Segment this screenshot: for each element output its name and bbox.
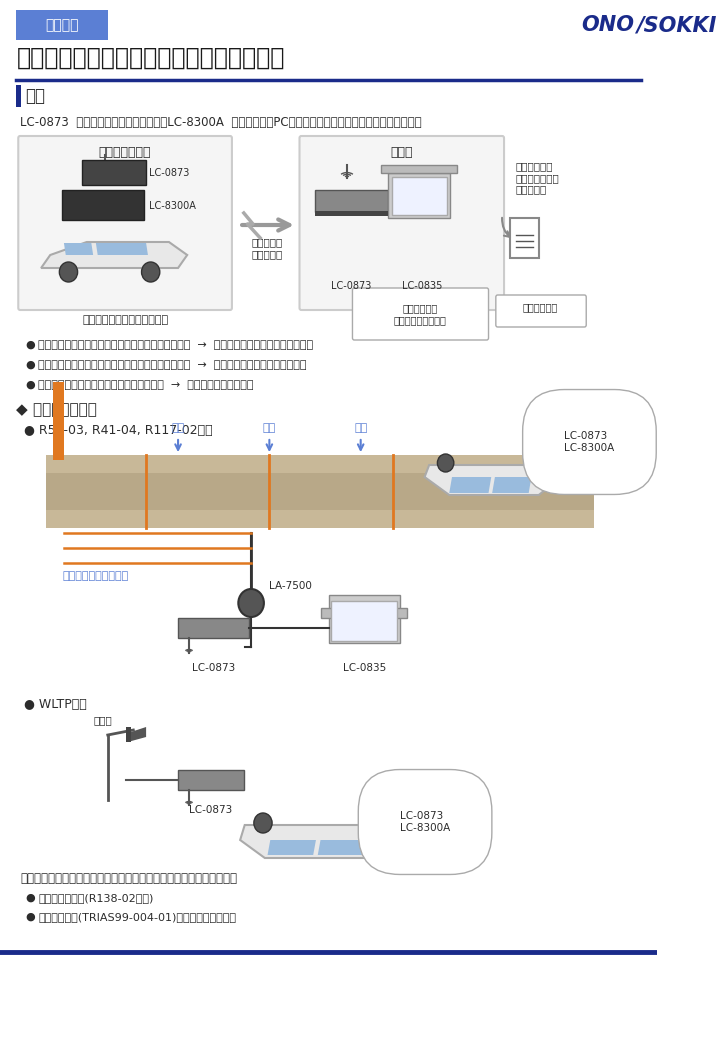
Text: 認証官などが
随時結果を確認可能: 認証官などが 随時結果を確認可能: [394, 304, 446, 324]
Text: 計測ごとに
結果を送信: 計測ごとに 結果を送信: [251, 237, 282, 259]
Bar: [510, 218, 539, 258]
Text: LC-0873: LC-0873: [149, 168, 189, 178]
Text: /SOKKI: /SOKKI: [636, 15, 717, 35]
Bar: [126, 727, 130, 742]
Polygon shape: [96, 243, 148, 255]
Circle shape: [437, 454, 454, 472]
Polygon shape: [318, 840, 368, 855]
Text: 計測ごとに車外のパソコンに無線で計測結果を送信  →  試験車からのデータの回収が不要: 計測ごとに車外のパソコンに無線で計測結果を送信 → 試験車からのデータの回収が不…: [38, 340, 313, 350]
Circle shape: [254, 813, 272, 833]
FancyBboxPatch shape: [18, 136, 232, 310]
Polygon shape: [64, 243, 93, 255]
Bar: [388, 173, 450, 218]
Circle shape: [238, 589, 264, 617]
Text: ◆ システム構成例: ◆ システム構成例: [17, 402, 97, 417]
Polygon shape: [41, 242, 187, 268]
Text: LC-8300A: LC-8300A: [149, 201, 196, 211]
Text: 定地燃費試験(TRIAS99-004-01)　　　　　　　など: 定地燃費試験(TRIAS99-004-01) など: [38, 912, 236, 922]
Text: 中間: 中間: [263, 423, 276, 433]
Text: 概要: 概要: [26, 87, 45, 105]
Text: LC-0873
LC-8300A: LC-0873 LC-8300A: [564, 432, 615, 452]
Bar: [178, 618, 249, 638]
Text: LC-0873: LC-0873: [331, 281, 372, 291]
Text: LC-0873: LC-0873: [189, 805, 233, 815]
Text: 無線通信機能による法規認証試験の効率化: 無線通信機能による法規認証試験の効率化: [17, 46, 285, 70]
FancyBboxPatch shape: [496, 295, 586, 327]
Text: ●: ●: [26, 380, 35, 390]
Text: 転記ミス防止: 転記ミス防止: [523, 302, 558, 312]
Bar: [315, 190, 388, 212]
Text: お客様指定の
フォーマットで
帳票を出力: お客様指定の フォーマットで 帳票を出力: [516, 161, 559, 194]
Text: 各速度値を無線で送信: 各速度値を無線で送信: [62, 571, 128, 581]
Bar: [315, 211, 388, 216]
Text: 基地局: 基地局: [390, 146, 413, 158]
Text: LC-0873: LC-0873: [192, 664, 235, 673]
Polygon shape: [449, 477, 491, 493]
Text: ●: ●: [26, 360, 35, 370]
Bar: [329, 595, 400, 643]
Bar: [17, 10, 108, 40]
Bar: [62, 190, 144, 220]
Text: LC-0835: LC-0835: [402, 281, 442, 291]
FancyBboxPatch shape: [353, 288, 489, 340]
Text: LC-0873
LC-8300A: LC-0873 LC-8300A: [400, 811, 450, 833]
FancyBboxPatch shape: [300, 136, 504, 310]
Polygon shape: [45, 456, 593, 528]
Text: ●: ●: [26, 893, 35, 903]
Bar: [17, 85, 21, 107]
Text: 無線で受信したデータをもとに帳票を出力  →  転記・入力ミスを防止: 無線で受信したデータをもとに帳票を出力 → 転記・入力ミスを防止: [38, 380, 254, 390]
Text: 事例紹介: 事例紹介: [45, 18, 79, 32]
Text: ●: ●: [26, 340, 35, 350]
Text: LC-0873  無線通信ユニットを介して、LC-8300A  本体と基地局PCとの間でデータを相互にやりとりします。: LC-0873 無線通信ユニットを介して、LC-8300A 本体と基地局PCとの…: [20, 115, 422, 129]
Bar: [321, 608, 408, 618]
Bar: [53, 382, 64, 460]
Polygon shape: [45, 473, 593, 510]
Circle shape: [59, 262, 78, 282]
Text: ●: ●: [26, 912, 35, 922]
Text: ● R51-03, R41-04, R117-02など: ● R51-03, R41-04, R117-02など: [24, 423, 212, 437]
Circle shape: [528, 454, 545, 472]
Text: 惰行試験、車外騒音試験など: 惰行試験、車外騒音試験など: [82, 315, 168, 326]
Polygon shape: [492, 477, 531, 493]
Text: 脱出: 脱出: [171, 423, 185, 433]
Polygon shape: [128, 727, 146, 742]
Bar: [178, 770, 244, 790]
Text: LA-7500: LA-7500: [269, 581, 312, 591]
Text: 車両データ計測: 車両データ計測: [99, 146, 151, 158]
Text: ONO: ONO: [582, 15, 634, 35]
Bar: [381, 165, 457, 173]
Polygon shape: [240, 825, 400, 858]
Circle shape: [365, 813, 384, 833]
Circle shape: [142, 262, 160, 282]
Bar: [392, 177, 446, 215]
Text: LC-0835: LC-0835: [343, 664, 386, 673]
Text: 気象計: 気象計: [94, 716, 112, 725]
Polygon shape: [268, 840, 316, 855]
Text: 進入: 進入: [354, 423, 367, 433]
Text: ● WLTPなど: ● WLTPなど: [24, 699, 86, 711]
Polygon shape: [425, 465, 562, 495]
Text: 認証官や試験担当者が車外で随時結果を確認できる  →  効率的で、手戻りの防止も可能: 認証官や試験担当者が車外で随時結果を確認できる → 効率的で、手戻りの防止も可能: [38, 360, 307, 370]
Text: 上記以外にも、さまざまな法規試験システムの製作実績があります。: 上記以外にも、さまざまな法規試験システムの製作実績があります。: [20, 872, 237, 884]
Bar: [331, 601, 397, 641]
Text: 接近通報音試験(R138-02など): 接近通報音試験(R138-02など): [38, 893, 154, 903]
Bar: [82, 160, 146, 185]
